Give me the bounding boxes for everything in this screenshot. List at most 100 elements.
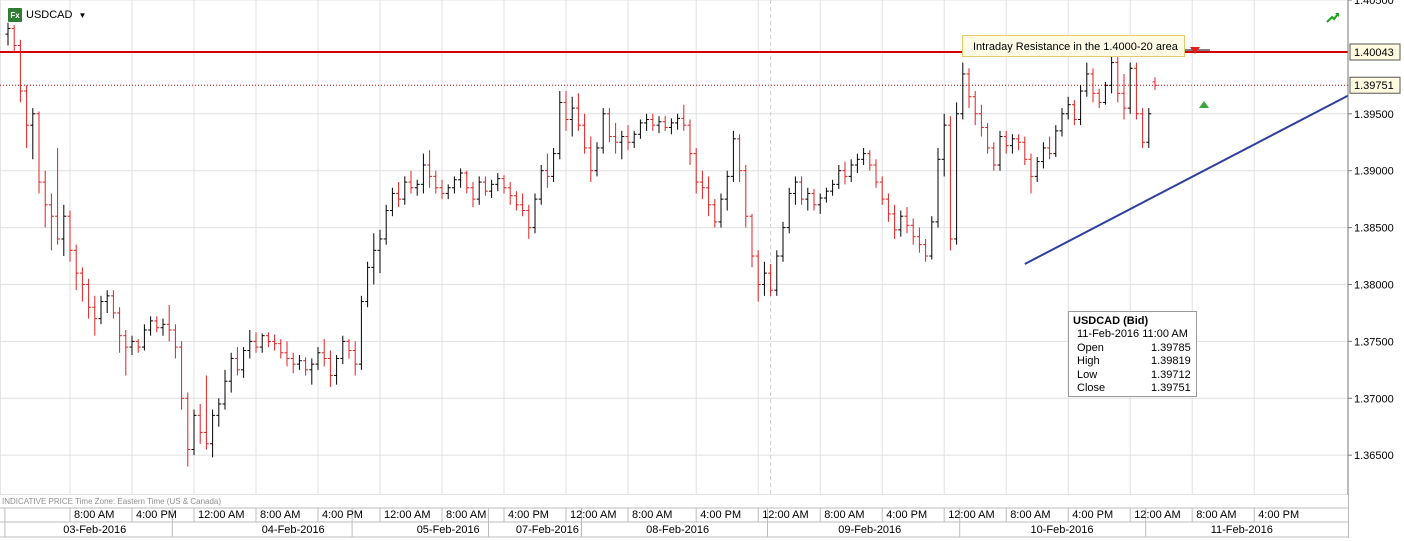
ohlc-bar (644, 113, 650, 131)
last-price-label-box (1349, 76, 1401, 94)
date-label: 11-Feb-2016 (1211, 524, 1273, 536)
ohlc-bar (668, 118, 674, 135)
ohlc-bar (904, 207, 910, 234)
ohlc-bar (594, 142, 600, 177)
ohlc-bar (520, 193, 526, 217)
ohlc-bar (1127, 62, 1133, 114)
ohlc-bar (706, 176, 712, 217)
ohlc-bar (86, 278, 92, 319)
ohlc-bar (817, 193, 823, 214)
caret-down-icon: ▼ (78, 10, 87, 20)
date-label: 10-Feb-2016 (1031, 524, 1094, 536)
ohlc-bar (476, 176, 482, 205)
ohlc-bar (1009, 134, 1015, 154)
date-label: 07-Feb-2016 (516, 524, 579, 536)
ohlc-bar (873, 159, 879, 188)
ohlc-bar (575, 93, 581, 131)
ohlc-bar (340, 335, 346, 365)
markers (1185, 47, 1210, 108)
ohlc-bar (61, 204, 67, 257)
ohlc-bar (650, 113, 656, 131)
ohlc-bar (30, 108, 36, 160)
ohlc-bar (402, 176, 408, 205)
time-axis-band (0, 495, 1348, 538)
ohlc-bar (960, 62, 966, 120)
ohlc-bar (234, 347, 240, 376)
y-tick-label: 1.37000 (1354, 393, 1394, 405)
ohlc-bar (346, 339, 352, 359)
ohlc-bar (1059, 108, 1065, 137)
ohlc-bar (371, 233, 377, 285)
ohlc-bar (693, 147, 699, 194)
ohlc-bar (718, 193, 724, 228)
resistance-annotation[interactable]: Intraday Resistance in the 1.4000-20 are… (962, 35, 1185, 57)
ohlc-bar (445, 184, 451, 200)
date-label: 08-Feb-2016 (646, 524, 709, 536)
plot-area (0, 0, 1349, 496)
ohlc-bar (1133, 62, 1139, 120)
ohlc-bar (730, 130, 736, 183)
tooltip-row: Close 1.39751 (1073, 382, 1192, 396)
ohlc-bar (681, 104, 687, 131)
tooltip-row: Open 1.39785 (1073, 342, 1192, 356)
time-label: 12:00 AM (198, 509, 244, 521)
ohlc-bar (1152, 77, 1158, 90)
ohlc-bar (148, 316, 154, 336)
time-label: 12:00 AM (762, 509, 808, 521)
ohlc-bar (724, 170, 730, 211)
time-label: 8:00 AM (1196, 509, 1236, 521)
ohlc-bar (129, 335, 135, 356)
ohlc-bar (259, 333, 265, 353)
tooltip-value: 1.39785 (1151, 341, 1191, 354)
ohlc-bar (1102, 81, 1108, 105)
time-label: 8:00 AM (74, 509, 114, 521)
ohlc-bar (166, 304, 172, 342)
time-label: 12:00 AM (1134, 509, 1180, 521)
trend-arrow-icon[interactable] (1326, 10, 1340, 24)
ohlc-bar (1078, 85, 1084, 126)
fx-icon: Fx (8, 8, 22, 22)
ohlc-bar (36, 111, 42, 194)
symbol-selector[interactable]: Fx USDCAD ▼ (8, 8, 86, 22)
ohlc-bar (309, 358, 315, 385)
ohlc-bar (185, 392, 191, 467)
ohlc-bar (923, 238, 929, 262)
time-label: 12:00 AM (948, 509, 994, 521)
ohlc-bar (458, 168, 464, 188)
ohlc-bar (414, 179, 420, 196)
tooltip-date: 11-Feb-2016 11:00 AM (1077, 328, 1188, 340)
price-axis: 1.40500 1.39500 1.39000 1.38500 1.38000 1.375… (1347, 0, 1401, 538)
ohlc-bar (947, 116, 953, 251)
ohlc-bar (383, 204, 389, 245)
ohlc-bar (557, 91, 563, 160)
ohlc-bar (1084, 62, 1090, 97)
ohlc-bar (104, 290, 110, 313)
ohlc-bar (526, 204, 532, 239)
time-label: 4:00 PM (136, 509, 177, 521)
ohlc-bar (1065, 96, 1071, 120)
time-label: 4:00 PM (1258, 509, 1299, 521)
tooltip-row: Low 1.39712 (1073, 369, 1192, 383)
time-label: 12:00 AM (570, 509, 616, 521)
ohlc-bar (675, 113, 681, 130)
ohlc-bar (210, 409, 216, 458)
time-label: 4:00 PM (322, 509, 363, 521)
time-label: 8:00 AM (446, 509, 486, 521)
indicative-price-note: INDICATIVE PRICE Time Zone: Eastern Time… (2, 497, 222, 506)
ohlc-bar (861, 147, 867, 165)
y-tick-label: 1.38000 (1354, 279, 1394, 291)
date-label: 03-Feb-2016 (63, 524, 126, 536)
ohlc-bar (780, 221, 786, 262)
ohlc-bar (451, 176, 457, 194)
ohlc-bar (1053, 125, 1059, 158)
ohlc-bar (265, 332, 271, 348)
ohlc-bar (278, 339, 284, 359)
support-trendline[interactable] (1024, 94, 1349, 265)
trendline[interactable] (1024, 94, 1349, 265)
ohlc-bar (631, 130, 637, 148)
ohlc-bar (786, 187, 792, 234)
ohlc-bar (420, 153, 426, 194)
ohlc-bar (916, 227, 922, 253)
tooltip-value: 1.39751 (1151, 382, 1191, 394)
